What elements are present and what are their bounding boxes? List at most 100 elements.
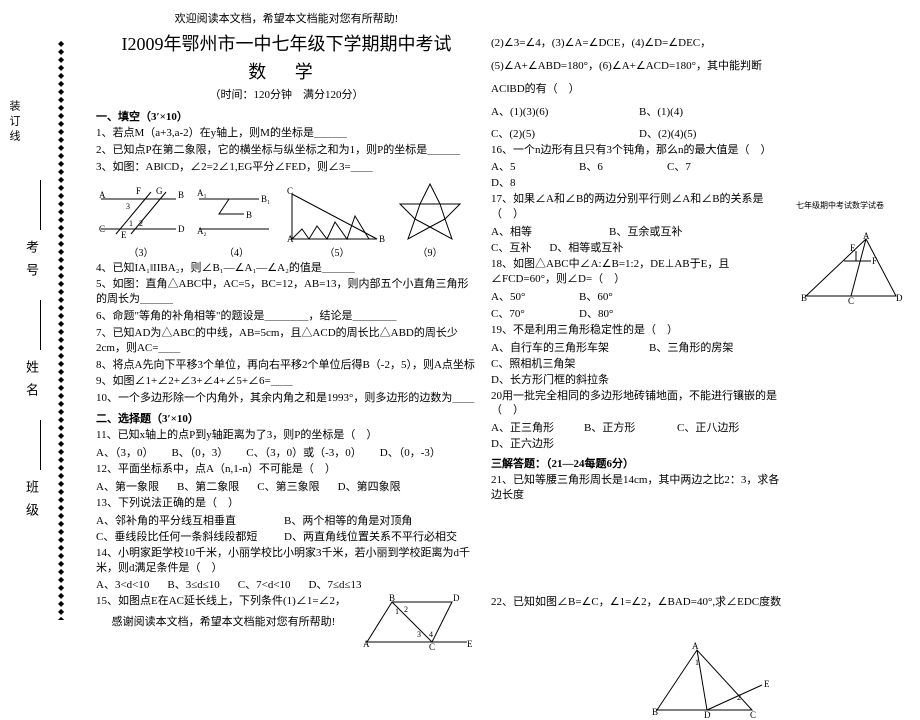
svg-text:B: B <box>652 707 658 717</box>
svg-text:B: B <box>801 293 807 303</box>
q13-opts: A、邻补角的平分线互相垂直 B、两个相等的角是对顶角 C、垂线段比任何一条斜线段… <box>96 512 477 544</box>
q3: 3、如图：AB‖CD，∠2=2∠1,EG平分∠FED，则∠3=＿＿ <box>96 160 477 175</box>
svg-text:C: C <box>848 296 854 306</box>
q7: 7、已知AD为△ABC的中线，AB=5cm，且△ACD的周长比△ABD的周长少2… <box>96 326 477 356</box>
svg-text:3: 3 <box>417 630 421 639</box>
exam-title: I2009年鄂州市一中七年级下学期期中考试 <box>96 30 477 56</box>
q20-opts: A、正三角形 B、正方形 C、正八边形 D、正六边形 <box>491 419 782 451</box>
q11-a: A、（3，0） <box>96 444 153 460</box>
svg-text:E: E <box>121 230 127 240</box>
q15: 15、如图点E在AC延长线上，下列条件(1)∠1=∠2， <box>96 594 351 609</box>
q15-d: D、(2)(4)(5) <box>639 125 696 141</box>
q17-d: D、相等或互补 <box>549 239 649 255</box>
q19-b: B、三角形的房架 <box>649 339 733 355</box>
svg-text:B: B <box>389 593 395 603</box>
diamond-border: ◆ ◆ ◆ ◆ ◆ ◆ ◆ ◆ ◆ ◆ ◆ ◆ ◆ ◆ ◆ ◆ ◆ ◆ ◆ ◆ … <box>58 40 66 620</box>
q1: 1、若点M（a+3,a-2）在y轴上，则M的坐标是＿＿＿ <box>96 126 477 141</box>
cap-4: （4） <box>194 244 279 259</box>
figure-15: A B D C E 1 2 3 4 <box>357 592 477 652</box>
svg-text:C: C <box>429 642 435 652</box>
q17-opts: A、相等 B、互余或互补 C、互补 D、相等或互补 <box>491 223 782 255</box>
q15-opts: A、(1)(3)(6) B、(1)(4) <box>491 103 782 119</box>
q14-b: B、3≤d≤10 <box>167 576 219 592</box>
q20-d: D、正六边形 <box>491 435 554 451</box>
margin-line <box>40 180 41 230</box>
figure-22: A B C D E 1 2 <box>642 640 782 720</box>
svg-text:1: 1 <box>695 658 699 667</box>
q16-d: D、8 <box>491 174 515 190</box>
q16-a: A、5 <box>491 158 561 174</box>
q18-d: D、80° <box>579 305 613 321</box>
cap-3: （3） <box>96 244 186 259</box>
svg-text:A: A <box>363 639 370 649</box>
q20: 20用一批完全相同的多边形地砖铺地面，不能进行镶嵌的是（ ） <box>491 389 782 419</box>
figure-4: A₁ B₁ A₂ B <box>194 184 279 244</box>
margin-line <box>40 300 41 350</box>
svg-text:D: D <box>453 593 460 603</box>
q20-b: B、正方形 <box>584 419 659 435</box>
figure-18: A B C D F E <box>796 231 906 311</box>
q17-a: A、相等 <box>491 223 591 239</box>
q4: 4、已知IA₁‖IIBA₂，则∠B₁—∠A₁—∠A₂的值是＿＿＿ <box>96 261 477 276</box>
svg-text:B: B <box>379 234 385 244</box>
q16: 16、一个n边形有且只有3个钝角，那么n的最大值是（ ） <box>491 143 782 158</box>
q15-b: B、(1)(4) <box>639 103 683 119</box>
column-1: 欢迎阅读本文档，希望本文档能对您有所帮助! I2009年鄂州市一中七年级下学期期… <box>90 10 485 720</box>
svg-text:D: D <box>178 224 185 234</box>
q16-opts: A、5 B、6 C、7 D、8 <box>491 158 782 190</box>
svg-text:1: 1 <box>395 607 399 616</box>
section-fill-blank: 一、填空（3′×10） <box>96 108 477 124</box>
svg-text:G: G <box>156 186 163 196</box>
cap-9: （9） <box>395 244 465 259</box>
q19-c: C、照相机三角架 <box>491 355 631 371</box>
q15b: (2)∠3=∠4，(3)∠A=∠DCE，(4)∠D=∠DEC， <box>491 36 782 51</box>
svg-text:D: D <box>896 293 903 303</box>
figure-row: A B C D F G E 3 2 1 A₁ B₁ A₂ <box>96 179 477 244</box>
svg-text:4: 4 <box>429 630 433 639</box>
q6: 6、命题"等角的补角相等"的题设是＿＿＿＿，结论是＿＿＿＿ <box>96 309 477 324</box>
side-page-label: 七年级期中考试数学试卷 <box>796 200 902 211</box>
margin-label-name: 姓名 <box>22 360 41 406</box>
q14: 14、小明家距学校10千米，小丽学校比小明家3千米，若小丽到学校距离为d千米，则… <box>96 546 477 576</box>
q11: 11、已知x轴上的点P到y轴距离为了3，则P的坐标是（ ） <box>96 428 477 443</box>
svg-text:E: E <box>764 679 770 689</box>
q14-d: D、7≤d≤13 <box>309 576 362 592</box>
q10: 10、一个多边形除一个内角外，其余内角之和是1993°，则多边形的边数为＿＿ <box>96 391 477 406</box>
q9: 9、如图∠1+∠2+∠3+∠4+∠5+∠6=＿＿ <box>96 374 477 389</box>
figure-5: A C B <box>287 184 387 244</box>
q11-opts: A、（3，0） B、（0，3） C、（3，0）或（-3，0） D、（0，-3） <box>96 444 477 460</box>
margin-line <box>40 420 41 470</box>
svg-text:A: A <box>99 190 106 200</box>
q20-a: A、正三角形 <box>491 419 566 435</box>
q15-a: A、(1)(3)(6) <box>491 103 621 119</box>
q15d: AC‖BD的有（ ） <box>491 82 782 97</box>
q19: 19、不是利用三角形稳定性的是（ ） <box>491 323 782 338</box>
q15-opts2: C、(2)(5) D、(2)(4)(5) <box>491 125 782 141</box>
margin-binding-label: 装订线 <box>6 100 22 145</box>
q14-opts: A、3<d<10 B、3≤d≤10 C、7<d<10 D、7≤d≤13 <box>96 576 477 592</box>
q8: 8、将点A先向下平移3个单位，再向右平移2个单位后得B（-2，5），则A点坐标 <box>96 358 477 373</box>
q13-b: B、两个相等的角是对顶角 <box>284 512 412 528</box>
svg-text:3: 3 <box>126 202 130 211</box>
cap-5: （5） <box>287 244 387 259</box>
q18-opts: A、50° B、60° <box>491 288 782 304</box>
q13-a: A、邻补角的平分线互相垂直 <box>96 512 266 528</box>
svg-text:E: E <box>467 639 473 649</box>
q12-opts: A、第一象限 B、第二象限 C、第三象限 D、第四象限 <box>96 478 477 494</box>
section-solve: 三解答题：（21—24每题6分） <box>491 455 782 471</box>
q14-c: C、7<d<10 <box>238 576 291 592</box>
q12-d: D、第四象限 <box>338 478 401 494</box>
q13-c: C、垂线段比任何一条斜线段都短 <box>96 528 266 544</box>
figure-3: A B C D F G E 3 2 1 <box>96 184 186 244</box>
q12-b: B、第二象限 <box>177 478 239 494</box>
svg-text:A: A <box>863 231 870 241</box>
q14-a: A、3<d<10 <box>96 576 149 592</box>
q15-c: C、(2)(5) <box>491 125 621 141</box>
svg-text:A₁: A₁ <box>197 188 207 198</box>
exam-subject: 数 学 <box>96 58 477 84</box>
page-content: 欢迎阅读本文档，希望本文档能对您有所帮助! I2009年鄂州市一中七年级下学期期… <box>90 10 910 720</box>
q22: 22、已知如图∠B=∠C，∠1=∠2，∠BAD=40°,求∠EDC度数 <box>491 595 782 610</box>
svg-text:B₁: B₁ <box>261 194 270 204</box>
q11-d: D、（0，-3） <box>380 444 441 460</box>
q2: 2、已知点P在第二象限，它的横坐标与纵坐标之和为1，则P的坐标是＿＿＿ <box>96 143 477 158</box>
